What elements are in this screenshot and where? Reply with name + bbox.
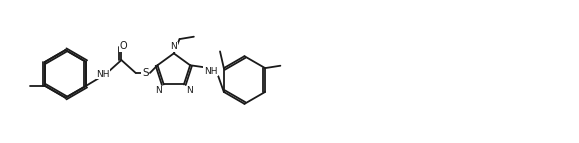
Text: N: N	[186, 86, 193, 95]
Text: O: O	[119, 41, 127, 51]
Text: N: N	[170, 42, 177, 51]
Text: NH: NH	[204, 67, 217, 76]
Text: S: S	[142, 68, 149, 78]
Text: NH: NH	[97, 70, 110, 79]
Text: N: N	[155, 86, 162, 95]
